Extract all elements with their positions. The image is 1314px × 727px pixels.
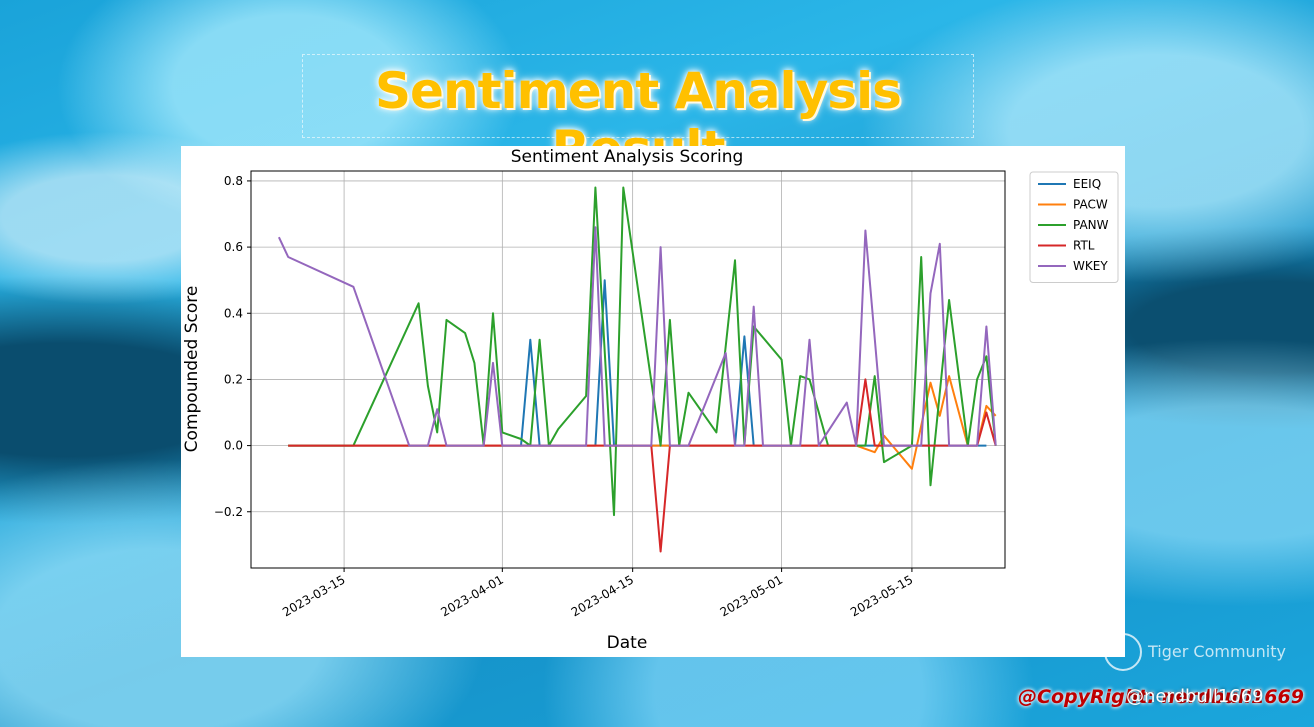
series-line-eeiq	[288, 279, 987, 447]
y-axis-label: Compounded Score	[182, 286, 202, 453]
sentiment-line-chart: −0.2 0.0 0.2 0.4 0.6 0.8 2023-03-15 2023-04-01 2…	[182, 147, 1119, 653]
title-frame	[302, 54, 974, 138]
y-tick-label: 0.4	[224, 306, 243, 320]
tiger-community-logo-icon	[1104, 633, 1142, 671]
y-tick-label: 0.2	[224, 372, 243, 386]
legend-label-wkey: WKEY	[1073, 259, 1108, 273]
legend-box	[1029, 171, 1119, 283]
x-axis-label: Date	[607, 633, 648, 653]
series-line-wkey	[277, 226, 997, 447]
chart-panel: −0.2 0.0 0.2 0.4 0.6 0.8 2023-03-15 2023-04-01 2…	[181, 146, 1125, 657]
x-tick-label: 2023-04-15	[569, 572, 636, 619]
chart-title: Sentiment Analysis Scoring	[511, 147, 744, 167]
copyright-text: @CopyRight: nerdbull1669	[1018, 686, 1304, 708]
legend: EEIQ PACW PANW RTL WKEY	[1029, 171, 1119, 283]
series-layer	[277, 186, 997, 553]
legend-label-eeiq: EEIQ	[1073, 177, 1101, 191]
watermark-text: Tiger Community	[1148, 642, 1286, 661]
legend-label-rtl: RTL	[1073, 239, 1095, 253]
author-handle: @nerdbull1669	[1126, 686, 1264, 707]
y-tick-label: 0.6	[224, 240, 243, 254]
legend-label-pacw: PACW	[1073, 198, 1108, 212]
tick-layer: −0.2 0.0 0.2 0.4 0.6 0.8 2023-03-15 2023-04-01 2…	[214, 174, 916, 620]
grid-layer	[251, 171, 1005, 568]
y-tick-label: −0.2	[214, 505, 243, 519]
series-line-panw	[288, 186, 997, 517]
plot-frame	[250, 170, 1006, 569]
x-tick-label: 2023-05-01	[718, 572, 785, 619]
series-line-pacw	[288, 375, 997, 470]
x-tick-label: 2023-03-15	[280, 572, 347, 619]
y-tick-label: 0.8	[224, 174, 243, 188]
y-tick-label: 0.0	[224, 439, 243, 453]
series-line-rtl	[288, 378, 997, 553]
x-tick-label: 2023-05-15	[848, 572, 915, 619]
x-tick-label: 2023-04-01	[438, 572, 505, 619]
legend-label-panw: PANW	[1073, 218, 1109, 232]
